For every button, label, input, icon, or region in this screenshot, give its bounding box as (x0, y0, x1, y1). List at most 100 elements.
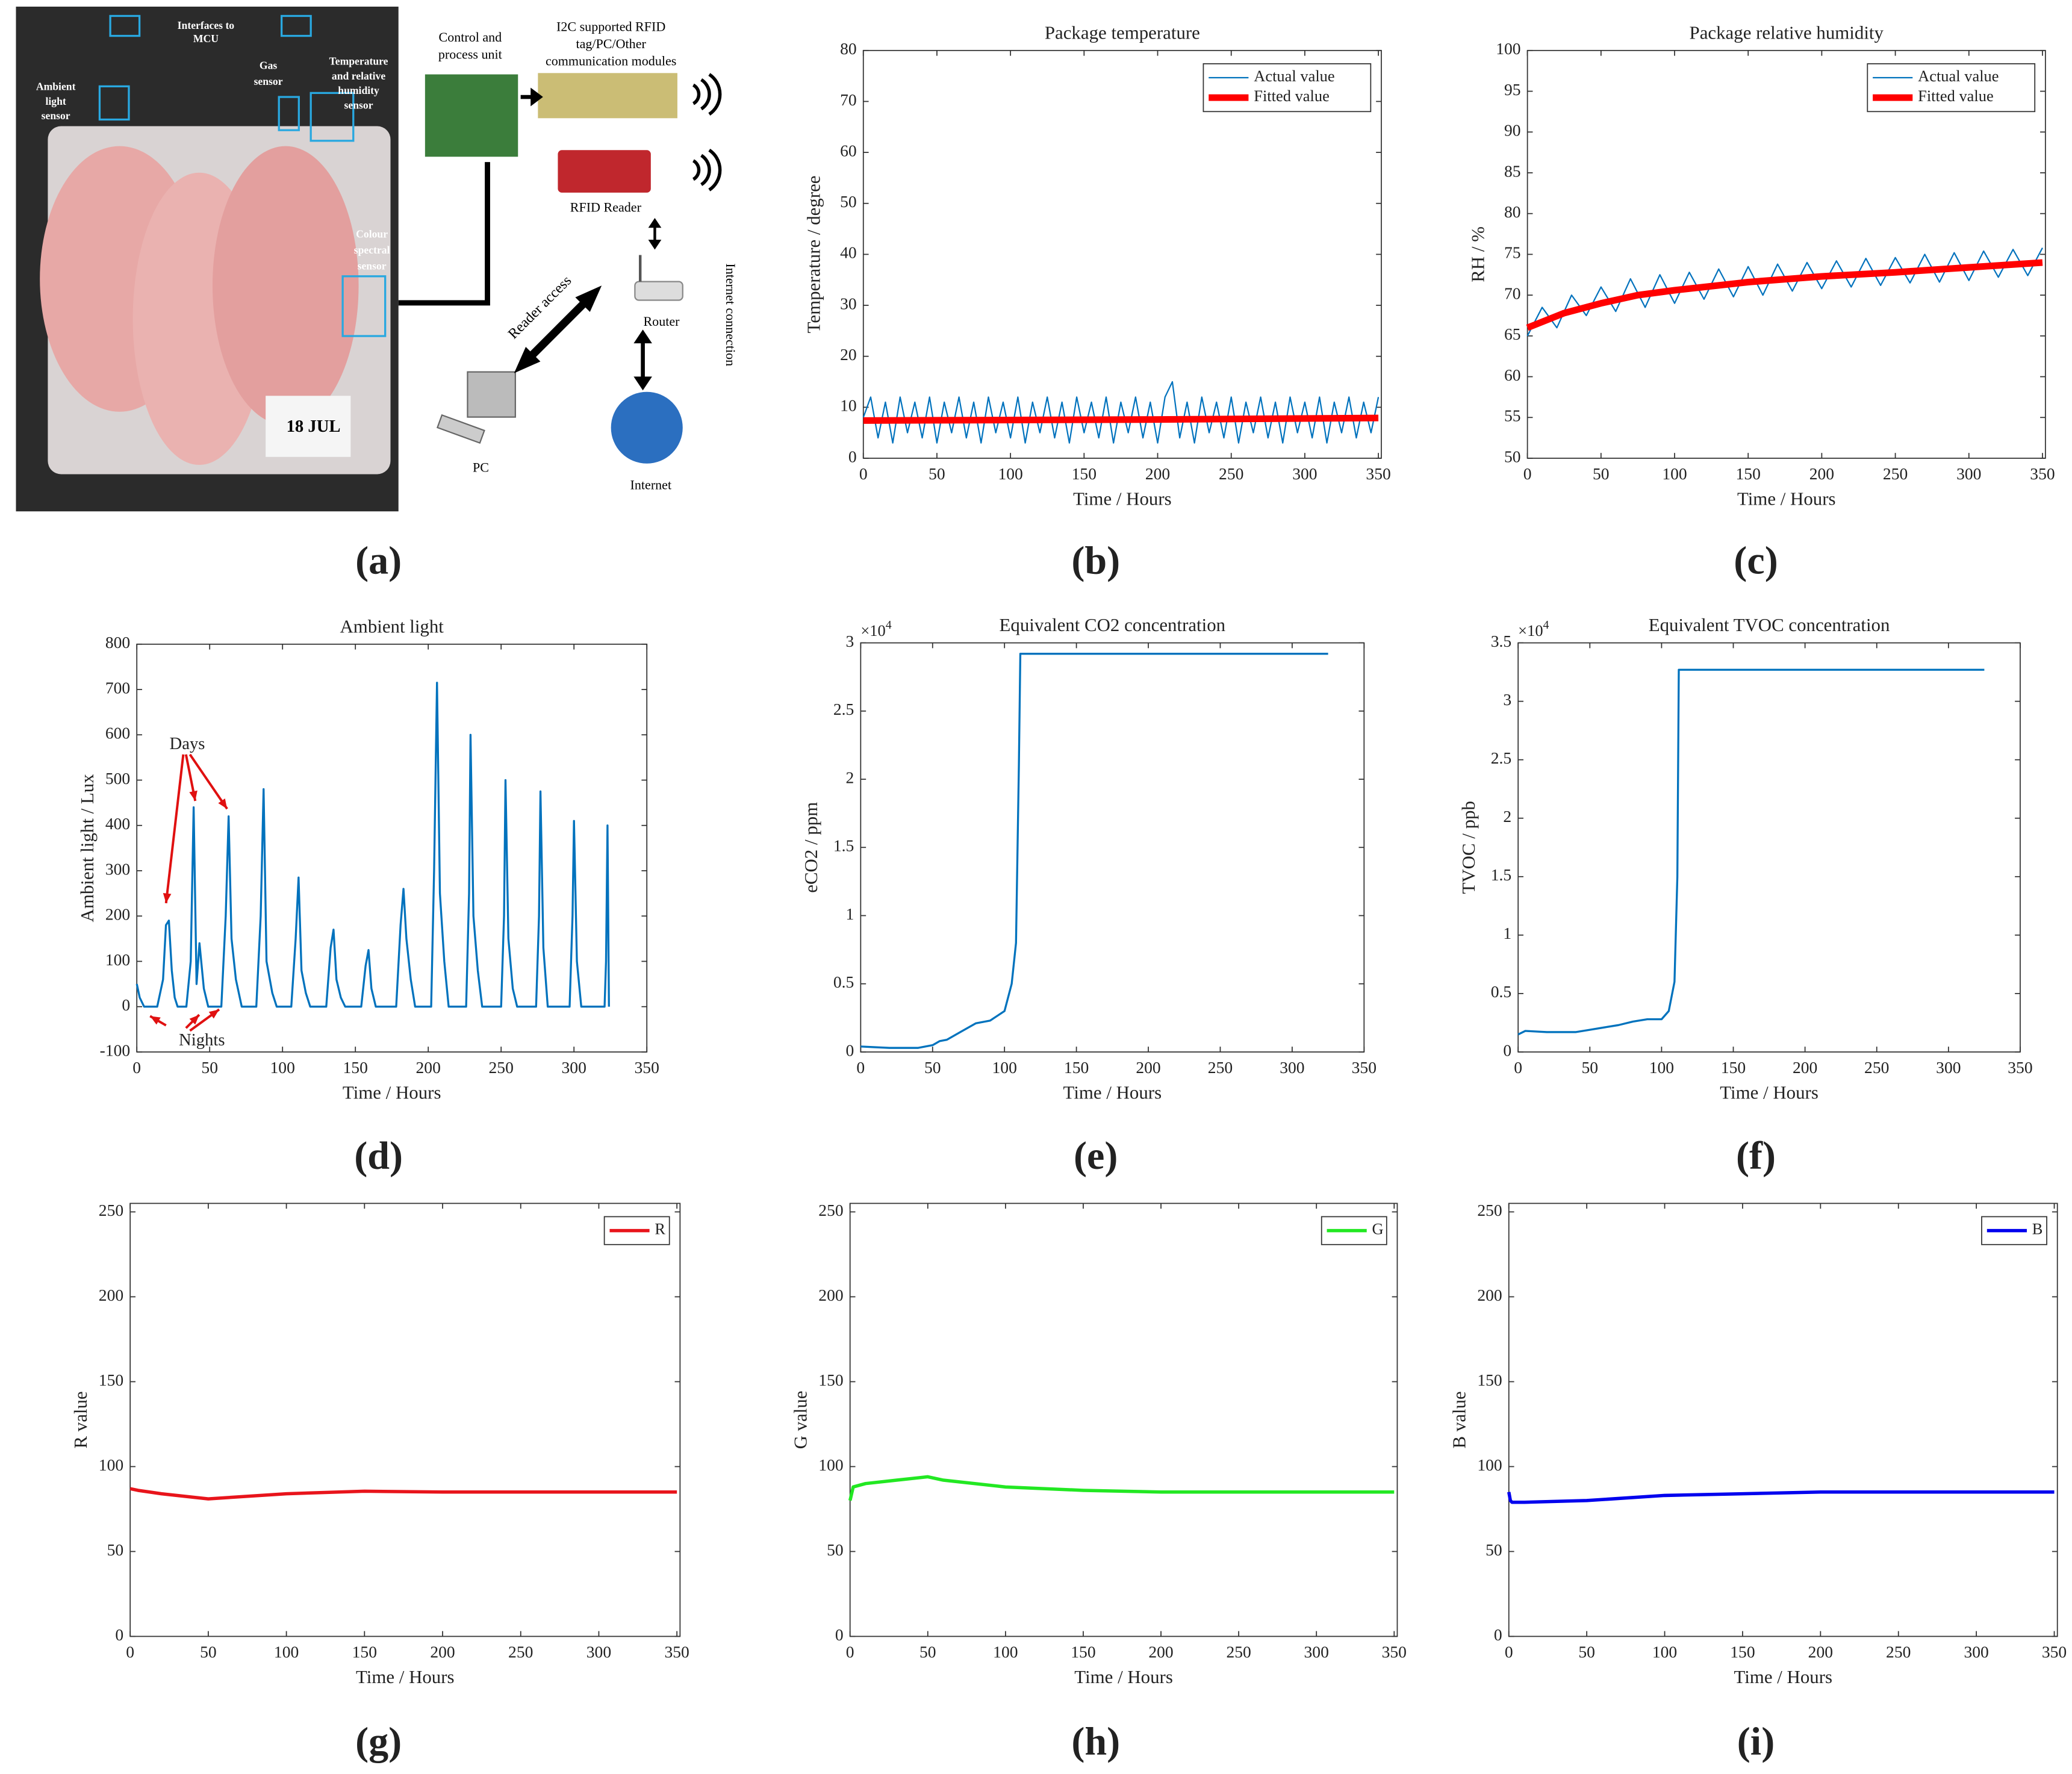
x-tick-label: 250 (1864, 1058, 1889, 1077)
diagram-label: PC (473, 460, 489, 475)
data-line (848, 1475, 1395, 1501)
y-tick-label: 60 (840, 141, 857, 160)
x-tick-label: 350 (635, 1058, 659, 1077)
x-tick-label: 150 (1071, 1642, 1095, 1661)
diagram-label: spectral (354, 244, 390, 256)
diagram-label: and relative (332, 70, 385, 82)
plot-area (1517, 642, 2021, 1053)
y-tick-label: 50 (107, 1540, 124, 1559)
x-tick-label: 200 (430, 1642, 455, 1661)
photo (16, 7, 722, 512)
data-line (1507, 1490, 2055, 1504)
x-tick-label: 350 (1366, 464, 1390, 483)
diagram-label: Internet (630, 477, 672, 492)
x-tick-label: 150 (1072, 464, 1097, 483)
annotation-arrowhead (218, 798, 228, 809)
y-tick-label: 200 (105, 905, 130, 924)
x-tick-label: 0 (846, 1642, 854, 1661)
y-multiplier-exponent: 4 (886, 618, 892, 631)
y-tick-label: 30 (840, 294, 857, 313)
x-tick-label: 50 (929, 464, 945, 483)
panel-label: (i) (1737, 1720, 1775, 1764)
y-tick-label: 75 (1504, 243, 1521, 262)
data-line (860, 653, 1328, 1049)
y-tick-label: 300 (105, 859, 130, 878)
annotation-arrow (188, 753, 228, 810)
x-axis-label: Time / Hours (343, 1082, 441, 1103)
y-tick-label: 2.5 (1491, 749, 1511, 767)
x-axis-label: Time / Hours (356, 1666, 455, 1687)
y-tick-label: 80 (840, 39, 857, 58)
x-tick-label: 300 (1292, 464, 1317, 483)
y-tick-label: 3 (1503, 690, 1511, 709)
x-tick-label: 100 (1649, 1058, 1674, 1077)
y-tick-label: 250 (99, 1201, 123, 1219)
annotation-arrowhead (163, 892, 172, 903)
x-tick-label: 150 (1064, 1058, 1089, 1077)
y-axis-label: Ambient light / Lux (76, 774, 98, 923)
y-tick-label: 80 (1504, 202, 1521, 221)
chart-title: Ambient light (340, 615, 444, 636)
x-tick-label: 300 (562, 1058, 586, 1077)
panel-label: (b) (1071, 539, 1120, 583)
y-tick-label: 2.5 (833, 700, 854, 718)
rfid-reader (558, 150, 651, 193)
y-tick-label: 3 (846, 632, 854, 650)
y-tick-label: 85 (1504, 161, 1521, 180)
x-axis-label: Time / Hours (1074, 1666, 1173, 1687)
diagram-label: Reader access (505, 273, 575, 343)
annotation: Nights (179, 1030, 225, 1050)
y-tick-label: 200 (99, 1286, 123, 1304)
annotation: Days (170, 734, 205, 753)
y-tick-label: 0 (1503, 1041, 1511, 1059)
y-tick-label: 90 (1504, 121, 1521, 140)
chart-title: Package temperature (1045, 22, 1200, 43)
x-tick-label: 300 (1956, 464, 1981, 483)
x-tick-label: 150 (1730, 1642, 1755, 1661)
y-tick-label: 250 (818, 1201, 843, 1219)
y-multiplier-exponent: 4 (1543, 618, 1549, 631)
y-tick-label: 150 (1477, 1371, 1502, 1389)
diagram-label: Colour (356, 228, 388, 240)
y-tick-label: 150 (99, 1371, 123, 1389)
router (634, 281, 683, 301)
globe (611, 391, 683, 464)
x-tick-label: 250 (508, 1642, 533, 1661)
y-tick-label: 0.5 (833, 973, 854, 991)
x-tick-label: 50 (919, 1642, 936, 1661)
diagram-label: RFID Reader (570, 199, 642, 214)
data-line (1526, 259, 2043, 331)
meat (212, 146, 359, 425)
x-axis-label: Time / Hours (1063, 1082, 1162, 1103)
diagram-label: Temperature (329, 55, 388, 67)
diagram-label: tag/PC/Other (576, 36, 646, 51)
plot-area (1526, 49, 2046, 459)
x-tick-label: 50 (1578, 1642, 1595, 1661)
diagram-label: Control and (438, 30, 502, 45)
x-tick-label: 250 (1219, 464, 1243, 483)
plot-area (862, 49, 1382, 459)
chart-title: Equivalent TVOC concentration (1649, 614, 1890, 635)
annotation-arrow (164, 754, 185, 904)
chart-title: Equivalent CO2 concentration (1000, 614, 1226, 635)
y-tick-label: 65 (1504, 325, 1521, 343)
panel-label: (h) (1071, 1720, 1120, 1764)
y-tick-label: 1.5 (833, 836, 854, 855)
y-axis-label: RH / % (1467, 226, 1488, 282)
plot-area (1508, 1203, 2058, 1637)
y-tick-label: 700 (105, 678, 130, 697)
diagram-label: Internet connection (723, 263, 738, 366)
x-tick-label: 200 (1145, 464, 1170, 483)
y-tick-label: 70 (840, 90, 857, 109)
y-tick-label: 100 (818, 1455, 843, 1474)
y-tick-label: 0 (835, 1625, 844, 1644)
diagram-label: I2C supported RFID (556, 19, 665, 34)
y-axis-label: R value (70, 1391, 91, 1448)
y-tick-label: 100 (105, 950, 130, 969)
y-tick-label: 50 (827, 1540, 844, 1559)
y-tick-label: 400 (105, 814, 130, 833)
x-tick-label: 0 (132, 1058, 141, 1077)
x-tick-label: 50 (1593, 464, 1610, 483)
x-tick-label: 100 (1662, 464, 1687, 483)
